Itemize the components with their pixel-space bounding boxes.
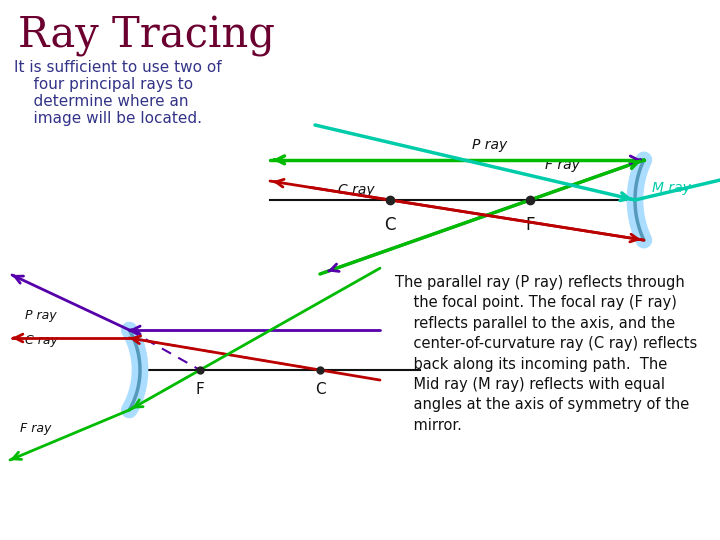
Text: image will be located.: image will be located. [14,111,202,126]
Text: C: C [315,382,325,397]
Text: M ray: M ray [652,181,690,195]
Text: four principal rays to: four principal rays to [14,77,193,92]
Text: P ray: P ray [25,309,57,322]
Text: F ray: F ray [20,422,51,435]
Text: It is sufficient to use two of: It is sufficient to use two of [14,60,222,75]
Text: C ray: C ray [25,334,58,347]
Text: Ray Tracing: Ray Tracing [18,15,275,57]
Text: C ray: C ray [338,183,374,197]
Text: C: C [384,216,396,234]
Text: F: F [526,216,535,234]
Text: P ray: P ray [472,138,508,152]
Text: determine where an: determine where an [14,94,189,109]
Text: F ray: F ray [545,158,580,172]
Text: The parallel ray (P ray) reflects through
    the focal point. The focal ray (F : The parallel ray (P ray) reflects throug… [395,275,697,433]
Text: F: F [196,382,204,397]
